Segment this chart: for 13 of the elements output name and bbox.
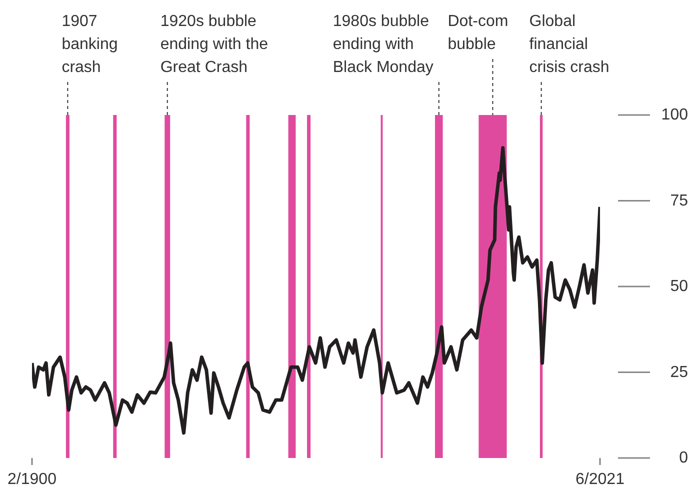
y-tick-label: 50: [670, 278, 688, 295]
x-tick-label: 6/2021: [576, 471, 625, 488]
band-label: 1980s bubble ending with Black Monday: [332, 13, 434, 76]
band-label: Global financial crisis crash: [529, 13, 610, 76]
y-tick-label: 75: [670, 192, 688, 210]
band-label: Dot-com bubble: [448, 13, 508, 53]
y-tick-label: 100: [661, 106, 688, 124]
y-tick-label: 0: [679, 450, 688, 466]
y-tick-label: 25: [670, 364, 688, 381]
x-tick-label: 2/1900: [8, 471, 57, 488]
band-label: 1920s bubble ending with the Great Crash: [160, 13, 268, 76]
band-label: 1907 banking crash: [62, 13, 118, 76]
line-series: [32, 146, 600, 435]
